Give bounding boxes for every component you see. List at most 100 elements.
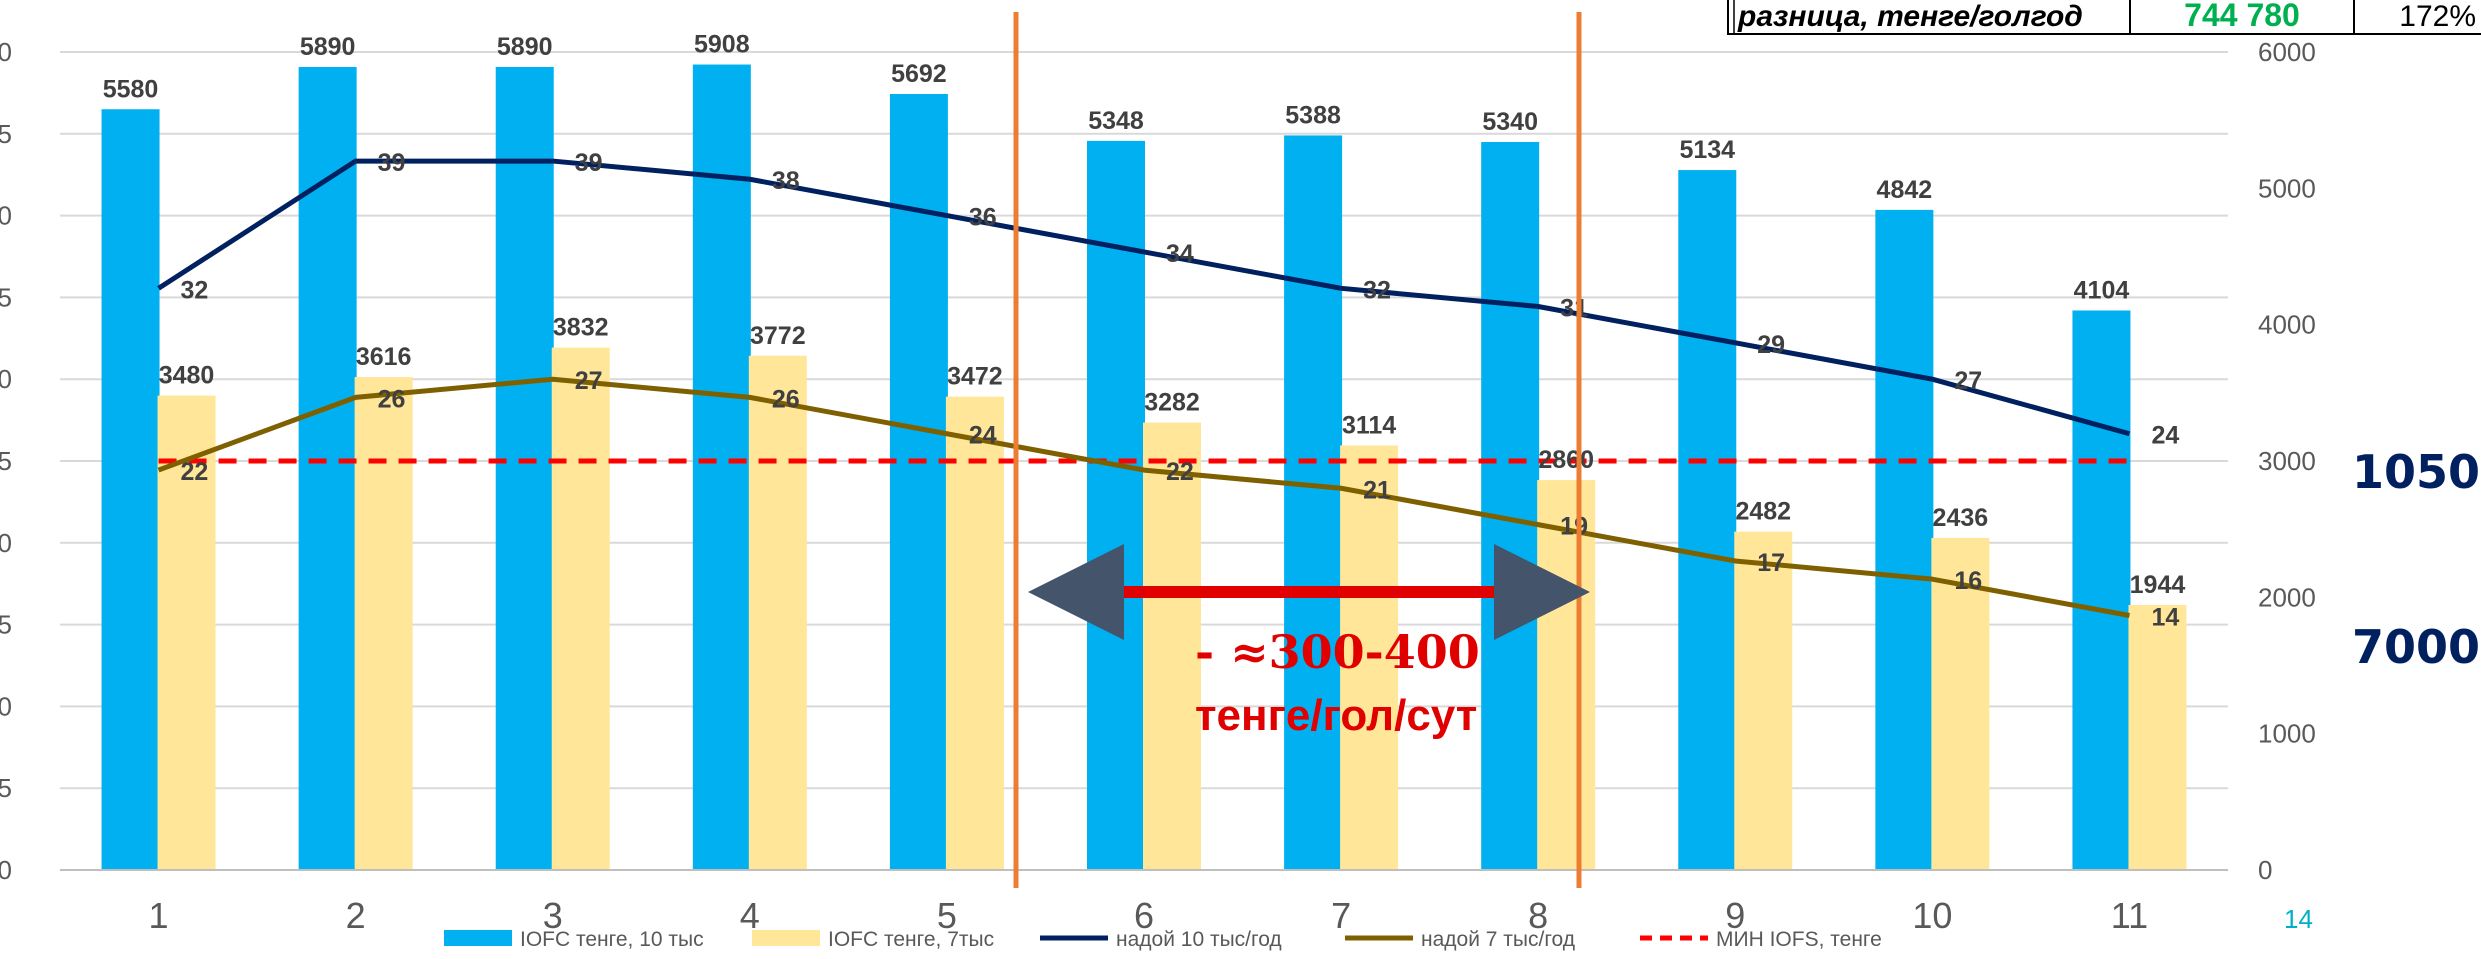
bar-data-label: 4104 — [2074, 276, 2130, 304]
line-data-label: 27 — [1954, 367, 1982, 395]
bar-iofc-10k — [1284, 135, 1343, 870]
bar-iofc-10k — [692, 64, 751, 870]
line-data-label: 29 — [1757, 331, 1785, 359]
line-data-label: 32 — [181, 276, 209, 304]
y-right-tick-label: 4000 — [2258, 310, 2316, 340]
x-tick-label: 8 — [1528, 895, 1548, 936]
line-data-label: 27 — [575, 367, 603, 395]
bar-data-label: 3472 — [947, 363, 1003, 391]
bar-iofc-7k — [1734, 531, 1793, 870]
bar-data-label: 5388 — [1285, 101, 1341, 129]
bar-data-label: 5348 — [1088, 107, 1144, 135]
lines — [157, 158, 2131, 618]
bar-iofc-10k — [1678, 170, 1737, 870]
bar-data-label: 2860 — [1538, 446, 1594, 474]
table-value: 744 780 — [2184, 0, 2300, 33]
side-label-7000: 7000 — [2352, 620, 2480, 674]
x-tick-label: 5 — [937, 895, 957, 936]
legend-label: надой 7 тыс/год — [1421, 928, 1575, 951]
y-left-tick-label: 5 — [0, 282, 12, 312]
annotation-line1: - ≈300-400 — [1195, 625, 1480, 679]
line-data-label: 34 — [1166, 240, 1194, 268]
bar-iofc-7k — [1340, 445, 1399, 870]
x-tick-label: 3 — [543, 895, 563, 936]
y-left-tick-label: 0 — [0, 201, 12, 231]
line-data-label: 22 — [1166, 458, 1194, 486]
bar-data-label: 2436 — [1933, 504, 1989, 532]
y-left-tick-label: 0 — [0, 528, 12, 558]
bar-iofc-7k — [157, 395, 216, 870]
y-right-tick-label: 1000 — [2258, 719, 2316, 749]
bar-data-label: 4842 — [1877, 176, 1933, 204]
bar-data-label: 5580 — [103, 75, 159, 103]
y-left-tick-label: 0 — [0, 364, 12, 394]
bar-data-label: 3616 — [356, 343, 412, 371]
line-data-label: 36 — [969, 204, 997, 232]
bars — [101, 64, 2187, 871]
legend-label: IOFC тенге, 7тыс — [828, 928, 994, 951]
bar-iofc-7k — [2128, 604, 2187, 870]
bar-data-label: 5340 — [1482, 108, 1538, 136]
side-label-10500: 10500 — [2352, 445, 2481, 499]
line-data-label: 31 — [1560, 294, 1588, 322]
line-data-label: 16 — [1954, 567, 1982, 595]
line-data-label: 38 — [772, 167, 800, 195]
y-right-tick-label: 3000 — [2258, 446, 2316, 476]
line-data-label: 22 — [181, 458, 209, 486]
y-right-tick-label: 0 — [2258, 855, 2272, 885]
line-data-label: 14 — [2151, 604, 2179, 632]
annotation-line2: тенге/гол/сут — [1195, 691, 1477, 740]
legend: IOFC тенге, 10 тыс IOFC тенге, 7тыс надой … — [444, 928, 1882, 951]
y-left-tick-label: 0 — [0, 691, 12, 721]
table-percent: 172% — [2399, 0, 2476, 33]
bar-data-label: 3480 — [159, 362, 215, 390]
bar-iofc-7k — [945, 396, 1004, 870]
yield-10k-line — [157, 158, 2131, 437]
bar-data-label: 5908 — [694, 31, 750, 59]
x-tick-label: 10 — [1912, 895, 1952, 936]
line-data-label: 26 — [772, 385, 800, 413]
table-fragment: разница, тенге/голгод 744 780 172% — [1727, 0, 2481, 35]
table-label: разница, тенге/голгод — [1737, 0, 2083, 33]
y-left-tick-label: 5 — [0, 610, 12, 640]
bar-iofc-7k — [748, 355, 807, 870]
y-left-tick-label: 0 — [0, 37, 12, 67]
legend-label: IOFC тенге, 10 тыс — [520, 928, 704, 951]
y-left-tick-label: 5 — [0, 446, 12, 476]
bar-data-label: 3282 — [1144, 389, 1200, 417]
bar-iofc-10k — [298, 66, 357, 871]
legend-label: надой 10 тыс/год — [1116, 928, 1282, 951]
bar-data-label: 1944 — [2130, 571, 2186, 599]
x-tick-label: 1 — [149, 895, 169, 936]
bar-data-label: 2482 — [1735, 498, 1791, 526]
line-data-label: 39 — [575, 149, 603, 177]
bar-iofc-10k — [2072, 310, 2131, 870]
x-tick-label: 9 — [1725, 895, 1745, 936]
bar-iofc-10k — [1875, 209, 1934, 870]
x-tick-label: 2 — [346, 895, 366, 936]
bar-iofc-7k — [354, 377, 413, 870]
line-data-label: 26 — [378, 385, 406, 413]
y-left-tick-label: 5 — [0, 773, 12, 803]
line-data-label: 17 — [1757, 549, 1785, 577]
line-data-label: 24 — [969, 422, 997, 450]
y-left-tick-label: 5 — [0, 119, 12, 149]
y-left-tick-label: 0 — [0, 855, 12, 885]
overlays: - ≈300-400 тенге/гол/сут 10500 7000 14 — [1013, 12, 2481, 934]
legend-label: МИН IOFS, тенге — [1716, 928, 1882, 951]
bar-data-label: 3114 — [1342, 411, 1396, 439]
bar-data-label: 5890 — [497, 33, 553, 61]
y-right-tick-label: 5000 — [2258, 173, 2316, 203]
bar-iofc-10k — [1481, 141, 1540, 871]
line-data-label: 19 — [1560, 513, 1588, 541]
legend-swatch — [752, 930, 820, 946]
y-right-tick-label: 6000 — [2258, 37, 2316, 67]
bar-data-label: 5692 — [891, 60, 947, 88]
x-tick-label: 4 — [740, 895, 760, 936]
bar-iofc-7k — [551, 347, 610, 870]
bar-iofc-10k — [1087, 140, 1145, 870]
line-data-label: 39 — [378, 149, 406, 177]
y-right-tick-label: 2000 — [2258, 582, 2316, 612]
data-labels: 5580 5890 5890 5908 5692 5348 5388 5340 5134 4842… — [103, 31, 2186, 632]
